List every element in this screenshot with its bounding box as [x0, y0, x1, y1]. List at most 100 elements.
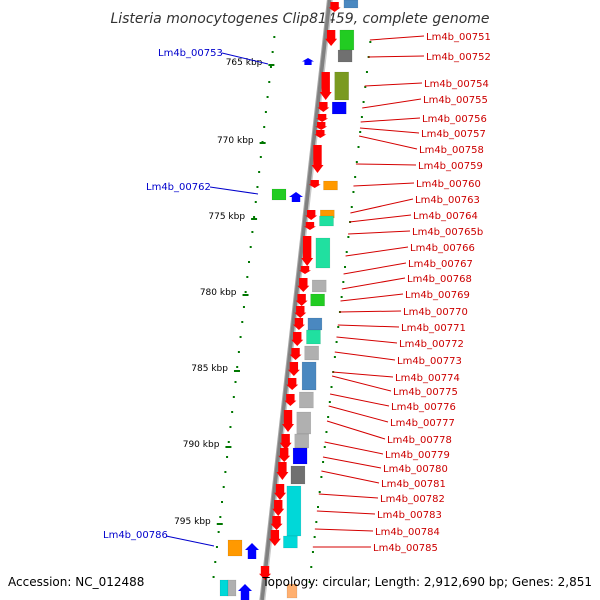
label-leader-line: [314, 528, 374, 532]
ruler-tick: [212, 576, 215, 578]
label-leader-line: [326, 420, 386, 440]
right-label-leaders: [312, 35, 425, 548]
gene-arrow: [325, 30, 338, 46]
ruler-tick: [354, 176, 357, 178]
gene-block: [343, 0, 359, 9]
ruler-tick: [239, 336, 242, 338]
ruler-tick: [214, 561, 217, 563]
gene-block: [311, 279, 327, 293]
gene-label-right: Lm4b_00780: [383, 464, 448, 475]
ruler-tick: [242, 306, 245, 308]
gene-block: [310, 293, 325, 307]
ruler-tick: [269, 66, 272, 68]
ruler-tick: [227, 441, 230, 443]
gene-arrow: [270, 516, 283, 530]
gene-arrow: [297, 278, 310, 292]
label-leader-line: [336, 336, 398, 344]
accession-text: Accession: NC_012488: [8, 575, 144, 589]
label-leader-line: [359, 127, 420, 134]
ruler-tick: [246, 276, 249, 278]
ruler-tick: [342, 281, 345, 283]
ruler-tick: [217, 531, 220, 533]
gene-label-right: Lm4b_00757: [421, 129, 486, 140]
ruler-tick: [333, 356, 336, 358]
genome-title: Listeria monocytogenes Clip81459, comple…: [110, 11, 489, 27]
gene-label-right: Lm4b_00759: [418, 161, 483, 172]
ruler-tick: [357, 146, 360, 148]
label-leader-line: [358, 135, 418, 150]
ruler-tick: [311, 551, 314, 553]
gene-label-right: Lm4b_00752: [426, 52, 491, 63]
label-leader-line: [331, 375, 392, 392]
gene-block: [283, 535, 298, 549]
backbone-highlight: [259, 0, 328, 600]
gene-arrow: [315, 122, 328, 130]
gene-arrow: [295, 294, 308, 306]
gene-label-right: Lm4b_00784: [375, 527, 440, 538]
gene-block: [299, 391, 314, 409]
ruler-tick: [253, 216, 256, 218]
label-leader-line: [332, 371, 394, 378]
gene-label-right: Lm4b_00778: [387, 435, 452, 446]
gene-arrow: [284, 394, 297, 406]
gene-arrow-reverse: [302, 58, 314, 65]
ruler-tick: [221, 501, 224, 503]
ruler-tick: [369, 41, 372, 43]
scale-label: 775 kbp: [208, 212, 245, 222]
ruler-tick: [360, 116, 363, 118]
gene-arrow: [291, 332, 304, 346]
gene-label-right: Lm4b_00782: [380, 494, 445, 505]
gene-label-right: Lm4b_00763: [415, 195, 480, 206]
gene-arrow: [314, 130, 327, 138]
gene-label-right: Lm4b_00779: [385, 450, 450, 461]
ruler-tick: [222, 486, 225, 488]
ruler-tick: [273, 36, 276, 38]
gene-arrow: [279, 434, 292, 450]
label-leader-line: [367, 55, 425, 58]
gene-label-right: Lm4b_00772: [399, 339, 464, 350]
label-leader-line: [348, 230, 411, 235]
ruler-tick: [355, 161, 358, 163]
gene-label-right: Lm4b_00775: [393, 387, 458, 398]
gene-arrow: [328, 2, 341, 12]
gene-arrow: [308, 180, 321, 188]
gene-arrow: [316, 114, 329, 122]
label-leader-line: [345, 246, 409, 257]
gene-block: [227, 539, 243, 557]
gene-arrow: [282, 410, 295, 432]
label-leader-line: [362, 98, 422, 109]
genome-stats-text: Topology: circular; Length: 2,912,690 bp…: [261, 575, 592, 589]
gene-label-right: Lm4b_00764: [413, 211, 478, 222]
gene-label-left: Lm4b_00786: [103, 530, 168, 541]
gene-block: [315, 237, 331, 269]
ruler-tick: [330, 386, 333, 388]
label-leader-line: [328, 405, 389, 423]
ruler-tick: [323, 446, 326, 448]
scale-label: 770 kbp: [217, 136, 254, 146]
ruler-tick: [320, 476, 323, 478]
gene-arrow: [278, 448, 291, 462]
ruler-tick: [234, 381, 237, 383]
gene-label-right: Lm4b_00771: [401, 323, 466, 334]
gene-label-right: Lm4b_00754: [424, 79, 489, 90]
gene-block: [286, 583, 298, 599]
ruler-tick: [215, 546, 218, 548]
gene-arrow: [292, 318, 305, 330]
ruler-tick: [308, 581, 311, 583]
ruler-tick: [236, 366, 239, 368]
gene-block: [227, 579, 237, 597]
ruler-tick: [266, 96, 269, 98]
gene-arrow-reverse: [238, 584, 252, 600]
gene-arrow: [305, 210, 318, 220]
gene-block: [304, 345, 319, 361]
ruler-tick: [254, 201, 257, 203]
label-leader-line: [165, 535, 215, 547]
ruler-tick: [315, 521, 318, 523]
gene-label-right: Lm4b_00773: [397, 356, 462, 367]
gene-block: [307, 317, 323, 331]
gene-block: [339, 29, 355, 51]
gene-block: [271, 188, 287, 201]
gene-label-right: Lm4b_00755: [423, 95, 488, 106]
gene-arrow: [317, 102, 330, 112]
